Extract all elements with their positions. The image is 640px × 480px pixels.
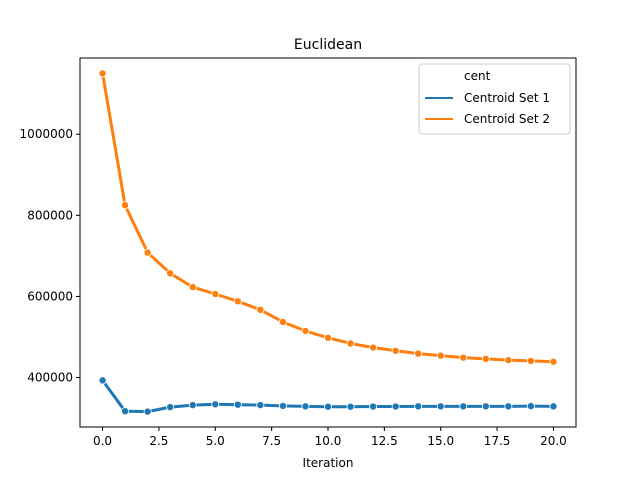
data-point [301, 402, 310, 411]
y-tick-label: 400000 [27, 371, 73, 385]
legend-entry-label: Centroid Set 1 [464, 91, 550, 105]
data-point [98, 69, 107, 78]
x-tick-label: 20.0 [540, 434, 567, 448]
data-point [278, 317, 287, 326]
data-point [166, 269, 175, 278]
data-point [233, 297, 242, 306]
data-point [256, 305, 265, 314]
data-point [459, 402, 468, 411]
x-tick-label: 7.5 [262, 434, 281, 448]
data-point [143, 248, 152, 257]
data-point [526, 402, 535, 411]
data-point [233, 400, 242, 409]
legend-entry-label: Centroid Set 2 [464, 112, 550, 126]
data-point [301, 326, 310, 335]
data-point [391, 402, 400, 411]
data-point [436, 402, 445, 411]
data-point [549, 402, 558, 411]
x-tick-label: 17.5 [484, 434, 511, 448]
y-tick-label: 600000 [27, 289, 73, 303]
data-point [166, 403, 175, 412]
x-tick-label: 10.0 [315, 434, 342, 448]
data-point [98, 376, 107, 385]
data-point [188, 283, 197, 292]
data-point [391, 346, 400, 355]
x-tick-label: 5.0 [206, 434, 225, 448]
data-point [188, 401, 197, 410]
data-point [211, 289, 220, 298]
series-1 [98, 376, 558, 416]
data-point [369, 402, 378, 411]
x-tick-label: 2.5 [149, 434, 168, 448]
y-tick-label: 1000000 [20, 127, 73, 141]
data-point [323, 333, 332, 342]
data-point [504, 402, 513, 411]
plot-area [98, 69, 558, 416]
legend-title: cent [464, 69, 491, 83]
data-point [121, 201, 130, 210]
data-point [211, 400, 220, 409]
data-point [504, 356, 513, 365]
data-point [143, 407, 152, 416]
series-2 [98, 69, 558, 366]
data-point [346, 402, 355, 411]
data-point [414, 402, 423, 411]
data-point [481, 402, 490, 411]
x-tick-label: 12.5 [371, 434, 398, 448]
data-point [414, 349, 423, 358]
axes: 0.0 2.5 5.0 7.5 10.0 12.5 15.0 17.5 20.0 400000 60… [20, 57, 577, 448]
data-point [121, 407, 130, 416]
x-tick-label: 0.0 [93, 434, 112, 448]
y-tick-label: 800000 [27, 208, 73, 222]
legend: cent Centroid Set 1 Centroid Set 2 [418, 63, 571, 135]
data-point [436, 351, 445, 360]
data-point [459, 353, 468, 362]
data-point [549, 357, 558, 366]
chart-title: Euclidean [294, 37, 362, 53]
data-point [256, 401, 265, 410]
legend-box [418, 63, 571, 135]
data-point [481, 354, 490, 363]
data-point [323, 402, 332, 411]
x-axis-label: Iteration [303, 456, 354, 470]
x-tick-label: 15.0 [427, 434, 454, 448]
data-point [526, 356, 535, 365]
data-point [278, 401, 287, 410]
data-point [346, 339, 355, 348]
data-point [369, 343, 378, 352]
